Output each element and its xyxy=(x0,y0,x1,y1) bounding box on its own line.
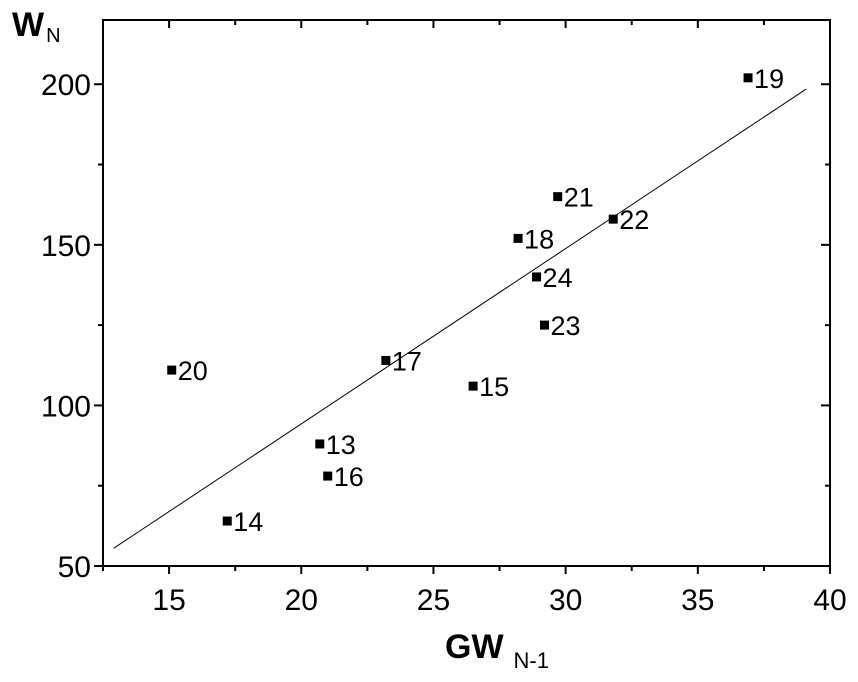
data-point-label: 19 xyxy=(754,64,784,94)
y-axis-title-main: W xyxy=(12,6,45,44)
x-tick-label: 20 xyxy=(285,584,318,617)
data-point xyxy=(381,355,391,365)
plot-frame xyxy=(102,19,831,567)
data-point-label: 18 xyxy=(524,224,554,254)
data-point xyxy=(323,471,333,481)
data-point-label: 20 xyxy=(178,356,208,386)
data-point-label: 23 xyxy=(550,311,580,341)
data-point-label: 22 xyxy=(619,205,649,235)
data-point-label: 17 xyxy=(392,346,422,376)
data-point xyxy=(167,365,177,375)
data-point-label: 15 xyxy=(479,372,509,402)
data-point xyxy=(608,214,618,224)
x-tick-label: 15 xyxy=(152,584,185,617)
data-point-label: 24 xyxy=(543,263,573,293)
y-tick-label: 150 xyxy=(41,230,91,263)
y-tick-label: 200 xyxy=(41,69,91,102)
y-tick-label: 50 xyxy=(58,551,91,584)
data-point xyxy=(539,320,549,330)
x-tick-label: 40 xyxy=(813,584,846,617)
data-point xyxy=(468,381,478,391)
data-point-label: 14 xyxy=(233,507,263,537)
data-point-label: 13 xyxy=(326,430,356,460)
data-point xyxy=(743,73,753,83)
y-axis-title-subscript: N xyxy=(46,25,61,47)
x-axis-title-subscript: N-1 xyxy=(513,648,549,673)
data-point xyxy=(315,439,325,449)
x-axis-title: GW N-1 xyxy=(445,628,549,673)
x-tick-label: 25 xyxy=(417,584,450,617)
x-tick-label: 35 xyxy=(681,584,714,617)
data-point xyxy=(553,192,563,202)
x-axis-title-main: GW xyxy=(445,628,504,666)
data-point xyxy=(222,516,232,526)
data-point xyxy=(532,272,542,282)
data-point-label: 16 xyxy=(334,462,364,492)
x-tick-label: 30 xyxy=(549,584,582,617)
data-point xyxy=(513,233,523,243)
y-tick-label: 100 xyxy=(41,390,91,423)
data-point-label: 21 xyxy=(564,183,594,213)
regression-line xyxy=(113,88,807,549)
